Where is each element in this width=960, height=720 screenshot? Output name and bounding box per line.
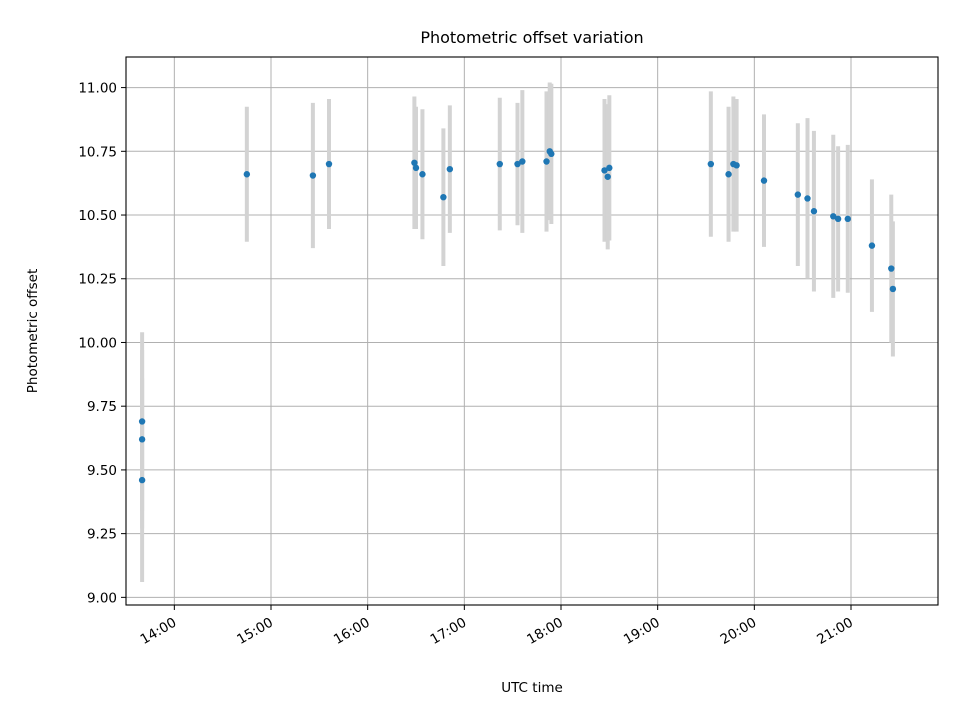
y-tick-label: 9.00 bbox=[87, 590, 117, 606]
y-tick-label: 9.50 bbox=[87, 463, 117, 479]
data-point bbox=[548, 150, 555, 158]
y-axis-ticks: 9.00 9.25 9.50 9.75 10.00 10.25 10.50 10.75 11.0… bbox=[78, 81, 126, 606]
data-point bbox=[138, 418, 146, 425]
data-point bbox=[309, 172, 317, 179]
plot-frame bbox=[125, 56, 939, 606]
data-point bbox=[325, 160, 333, 168]
data-point bbox=[519, 158, 526, 165]
data-point bbox=[707, 160, 715, 168]
y-tick-label: 10.00 bbox=[78, 335, 117, 351]
data-point bbox=[138, 436, 146, 443]
data-point bbox=[604, 173, 611, 180]
data-point bbox=[412, 164, 420, 172]
data-point bbox=[760, 177, 768, 184]
y-tick-label: 9.25 bbox=[87, 527, 117, 543]
data-point bbox=[514, 160, 521, 168]
data-point bbox=[804, 195, 811, 202]
data-point bbox=[725, 171, 732, 178]
grid bbox=[126, 57, 938, 605]
data-points bbox=[138, 148, 897, 484]
data-point bbox=[606, 164, 613, 172]
data-point bbox=[844, 215, 851, 223]
data-point bbox=[830, 213, 837, 220]
data-point bbox=[419, 171, 426, 178]
data-point bbox=[889, 285, 897, 293]
y-tick-label: 11.00 bbox=[78, 81, 117, 97]
y-tick-label: 10.25 bbox=[78, 272, 117, 288]
y-tick-label: 9.75 bbox=[87, 399, 117, 415]
y-axis-label: Photometric offset bbox=[25, 269, 41, 393]
data-point bbox=[446, 165, 454, 173]
data-point bbox=[810, 208, 818, 215]
data-point bbox=[733, 162, 740, 169]
data-point bbox=[601, 167, 608, 174]
data-point bbox=[794, 191, 802, 198]
data-point bbox=[138, 476, 146, 484]
chart-title: Photometric offset variation bbox=[420, 28, 643, 47]
y-tick-label: 10.50 bbox=[78, 208, 117, 224]
data-point bbox=[888, 265, 895, 272]
data-point bbox=[440, 193, 447, 201]
data-point bbox=[543, 158, 550, 165]
data-point bbox=[243, 171, 251, 178]
data-point bbox=[411, 159, 418, 166]
data-point bbox=[868, 242, 876, 249]
data-point bbox=[496, 160, 503, 168]
y-tick-label: 10.75 bbox=[78, 144, 117, 160]
x-axis-label: UTC time bbox=[501, 680, 563, 696]
data-point bbox=[834, 215, 842, 223]
